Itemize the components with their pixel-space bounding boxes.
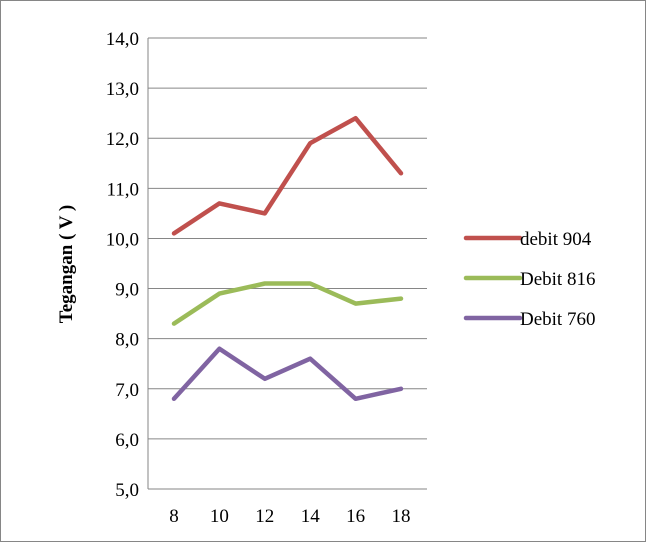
x-tick-labels: 8 10 12 14 16 18 — [169, 506, 410, 527]
y-tick-label: 8,0 — [115, 330, 139, 351]
x-tick-label: 10 — [210, 506, 229, 527]
series-line-3 — [171, 346, 404, 402]
x-tick-label: 18 — [392, 506, 411, 527]
legend-label: Debit 816 — [520, 269, 595, 290]
x-tick-label: 16 — [346, 506, 365, 527]
y-tick-label: 14,0 — [106, 29, 139, 50]
series-line-1 — [171, 115, 404, 236]
y-tick-label: 7,0 — [115, 380, 139, 401]
x-tick-label: 8 — [169, 506, 179, 527]
legend-label: debit 904 — [520, 229, 592, 250]
y-tick-label: 11,0 — [106, 179, 139, 200]
y-axis-title: Tegangan ( V ) — [56, 205, 77, 323]
series-line-2 — [171, 281, 404, 326]
y-tick-label: 9,0 — [115, 280, 139, 301]
y-tick-label: 12,0 — [106, 129, 139, 150]
series-lines — [171, 115, 404, 402]
legend-label: Debit 760 — [520, 309, 595, 330]
gridlines — [148, 37, 427, 440]
legend: debit 904 Debit 816 Debit 760 — [463, 229, 595, 330]
y-tick-label: 6,0 — [115, 430, 139, 451]
y-tick-label: 10,0 — [106, 229, 139, 250]
axes — [147, 38, 427, 490]
y-tick-label: 5,0 — [115, 480, 139, 501]
x-tick-label: 12 — [255, 506, 274, 527]
x-tick-label: 14 — [301, 506, 321, 527]
y-tick-label: 13,0 — [106, 79, 139, 100]
y-tick-labels: 5,0 6,0 7,0 8,0 9,0 10,0 11,0 12,0 13,0 14,0 — [106, 29, 139, 501]
